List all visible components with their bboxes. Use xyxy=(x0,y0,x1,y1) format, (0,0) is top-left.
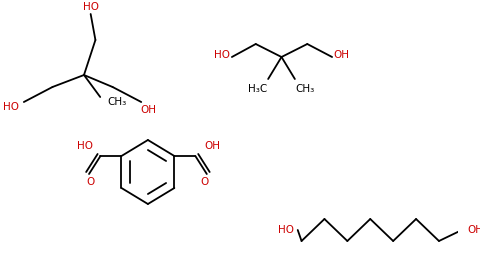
Text: CH₃: CH₃ xyxy=(296,84,315,94)
Text: CH₃: CH₃ xyxy=(108,97,127,107)
Text: HO: HO xyxy=(77,141,93,151)
Text: OH: OH xyxy=(467,225,480,235)
Text: OH: OH xyxy=(141,105,157,115)
Text: H₃C: H₃C xyxy=(248,84,267,94)
Text: HO: HO xyxy=(215,50,230,60)
Text: HO: HO xyxy=(3,102,20,112)
Text: OH: OH xyxy=(204,141,220,151)
Text: HO: HO xyxy=(278,225,294,235)
Text: O: O xyxy=(87,177,95,187)
Text: O: O xyxy=(201,177,209,187)
Text: OH: OH xyxy=(334,50,349,60)
Text: HO: HO xyxy=(83,2,99,12)
